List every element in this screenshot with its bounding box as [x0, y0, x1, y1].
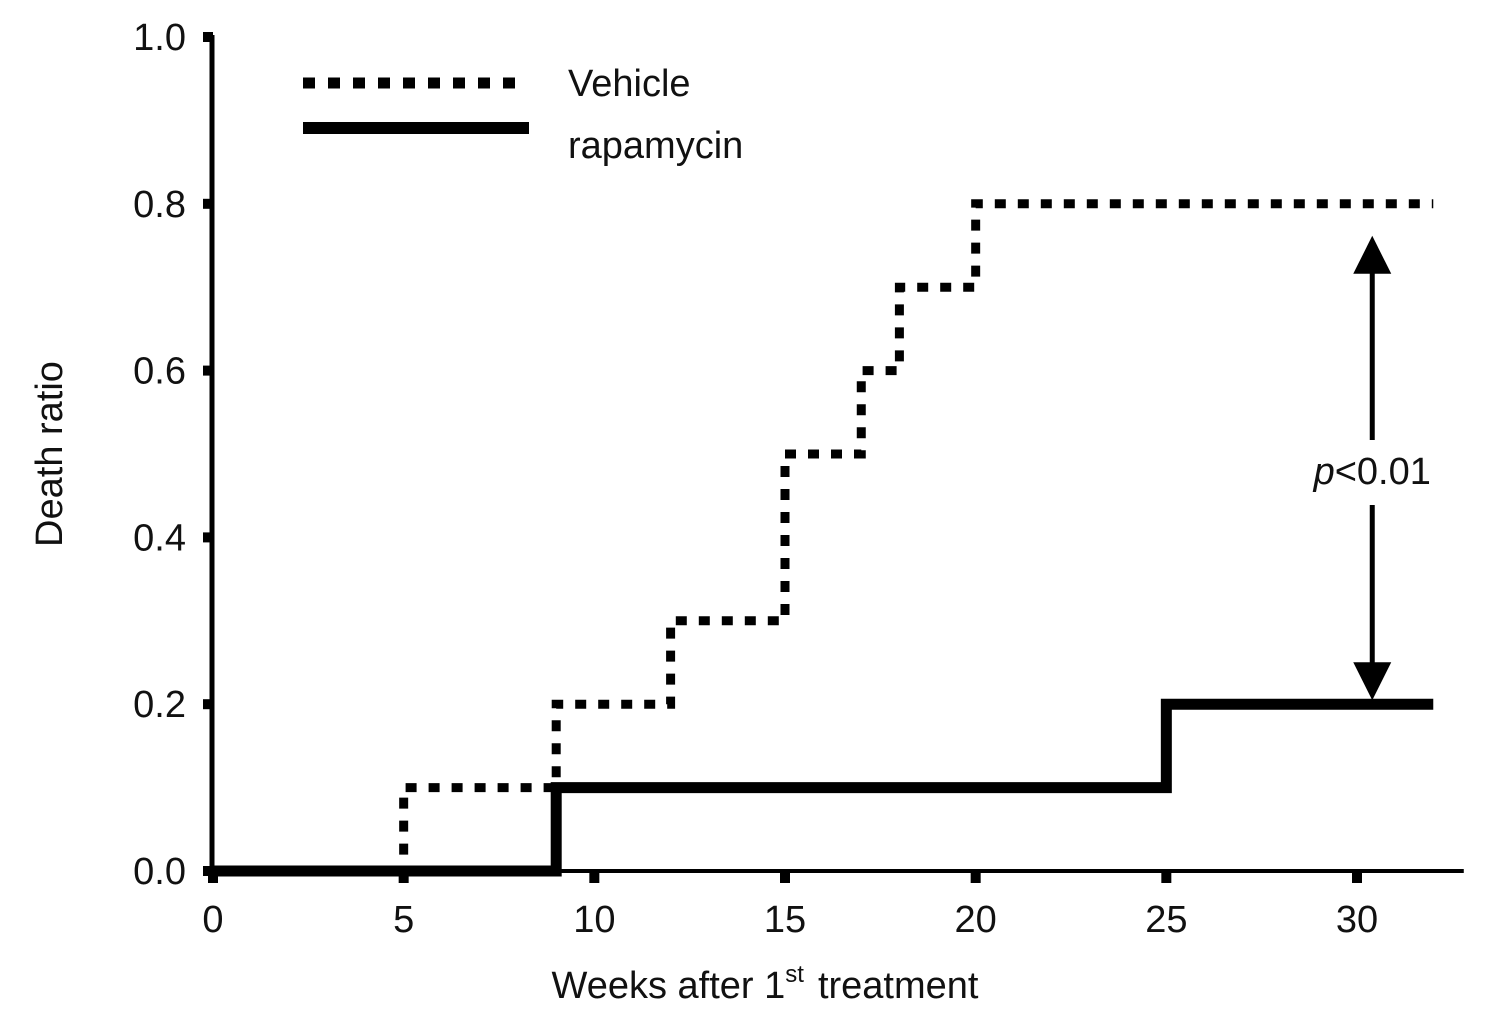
x-tick-label: 5: [393, 899, 414, 941]
arrow-head-down: [1353, 662, 1392, 701]
y-tick: [203, 365, 213, 376]
x-tick-label: 30: [1336, 899, 1378, 941]
arrow-head-up: [1353, 235, 1392, 274]
x-tick-label: 20: [955, 899, 997, 941]
p-value-rest: <0.01: [1335, 451, 1431, 493]
x-axis-label: Weeks after 1st treatment: [552, 961, 979, 1007]
x-tick-label: 15: [764, 899, 806, 941]
y-tick: [203, 32, 213, 42]
y-tick-label: 0.2: [133, 684, 186, 726]
y-tick: [203, 532, 213, 543]
x-axis-label-suffix: treatment: [818, 965, 979, 1007]
legend: Vehicle rapamycin: [303, 63, 743, 167]
x-tick: [970, 871, 981, 883]
legend-label-rapamycin: rapamycin: [568, 125, 743, 167]
y-tick: [203, 198, 213, 209]
x-tick-label: 25: [1145, 899, 1187, 941]
significance-annotation: p<0.01: [1313, 235, 1431, 701]
x-tick-label: 10: [573, 899, 615, 941]
y-tick-label: 1.0: [133, 17, 186, 59]
y-tick-label: 0.0: [133, 851, 186, 893]
x-tick-label: 0: [202, 899, 223, 941]
p-value-label: p<0.01: [1313, 451, 1431, 493]
x-tick: [398, 871, 409, 883]
x-tick: [208, 871, 218, 883]
x-tick: [780, 871, 790, 883]
x-axis-label-main: Weeks after 1: [552, 965, 786, 1007]
y-tick: [203, 699, 213, 710]
y-tick-label: 0.8: [133, 184, 186, 226]
x-tick: [589, 871, 600, 883]
p-value-italic: p: [1313, 451, 1335, 493]
y-tick-label: 0.4: [133, 517, 186, 559]
y-axis-label: Death ratio: [29, 361, 71, 547]
x-tick: [1161, 871, 1172, 883]
y-tick-label: 0.6: [133, 351, 186, 393]
x-axis-label-superscript: st: [785, 961, 804, 988]
series-line-rapamycin: [213, 698, 1434, 877]
x-tick: [1352, 871, 1362, 883]
legend-label-vehicle: Vehicle: [568, 63, 691, 105]
series-line-vehicle: [213, 199, 1434, 876]
